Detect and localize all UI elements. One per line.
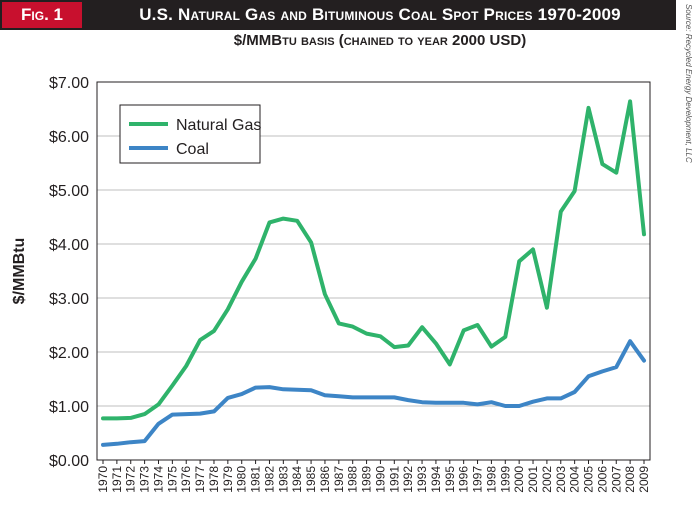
x-tick-label: 2002	[540, 466, 554, 493]
y-tick-label: $4.00	[49, 237, 89, 254]
figure-banner: Fig. 1 U.S. Natural Gas and Bituminous C…	[0, 0, 676, 30]
x-tick-label: 1999	[498, 466, 512, 493]
y-tick-label: $7.00	[49, 75, 89, 92]
x-tick-label: 2001	[526, 466, 540, 493]
x-tick-label: 1985	[304, 466, 318, 493]
y-tick-label: $2.00	[49, 345, 89, 362]
x-tick-label: 1980	[235, 466, 249, 493]
legend-box	[119, 104, 261, 164]
x-tick-label: 2004	[568, 466, 582, 493]
legend: Natural Gas Coal	[119, 104, 261, 164]
x-tick-label: 1979	[221, 466, 235, 493]
x-tick-label: 1972	[124, 466, 138, 493]
figure-label: Fig. 1	[2, 2, 82, 28]
x-tick-label: 1995	[443, 466, 457, 493]
coal-line	[101, 339, 646, 447]
legend-label-natural-gas: Natural Gas	[176, 117, 261, 134]
chart-title: U.S. Natural Gas and Bituminous Coal Spo…	[139, 5, 621, 24]
x-tick-label: 2005	[582, 466, 596, 493]
x-tick-label: 1993	[415, 466, 429, 493]
x-tick-label: 2007	[609, 466, 623, 493]
x-tick-label: 1988	[346, 466, 360, 493]
x-tick-label: 1974	[151, 466, 165, 493]
x-tick-label: 1992	[401, 466, 415, 493]
x-tick-label: 1986	[318, 466, 332, 493]
x-tick-label: 1975	[165, 466, 179, 493]
x-tick-label: 1973	[138, 466, 152, 493]
x-tick-label: 1991	[387, 466, 401, 493]
x-tick-label: 1996	[457, 466, 471, 493]
x-tick-label: 1981	[249, 466, 263, 493]
y-tick-label: $6.00	[49, 129, 89, 146]
y-axis: $0.00 $1.00 $2.00 $3.00 $4.00 $5.00 $6.00 $7.00	[49, 75, 89, 470]
x-tick-label: 1997	[471, 466, 485, 493]
x-tick-label: 1987	[332, 466, 346, 493]
y-tick-label: $0.00	[49, 453, 89, 470]
x-tick-label: 2009	[637, 466, 651, 493]
chart-subtitle: $/MMBtu basis (chained to year 2000 USD)	[233, 32, 527, 49]
x-tick-label: 1990	[373, 466, 387, 493]
natural-gas-line	[101, 99, 646, 421]
x-tick-label: 1970	[96, 466, 110, 493]
x-tick-label: 1989	[360, 466, 374, 493]
x-tick-label: 1982	[262, 466, 276, 493]
legend-label-coal: Coal	[176, 141, 209, 158]
x-tick-label: 1998	[484, 466, 498, 493]
x-tick-label: 1978	[207, 466, 221, 493]
x-tick-label: 1983	[276, 466, 290, 493]
x-tick-label: 1971	[110, 466, 124, 493]
x-tick-label: 2006	[595, 466, 609, 493]
x-tick-label: 1977	[193, 466, 207, 493]
y-tick-label: $5.00	[49, 183, 89, 200]
y-tick-label: $3.00	[49, 291, 89, 308]
x-tick-label: 1976	[179, 466, 193, 493]
y-tick-label: $1.00	[49, 399, 89, 416]
series-lines	[101, 99, 646, 447]
x-tick-label: 1994	[429, 466, 443, 493]
plot-frame	[96, 81, 651, 461]
x-tick-label: 2000	[512, 466, 526, 493]
x-tick-label: 2008	[623, 466, 637, 493]
x-tick-label: 2003	[554, 466, 568, 493]
y-axis-label: $/MMBtu	[11, 238, 28, 305]
x-tick-label: 1984	[290, 466, 304, 493]
x-axis: 1970 1971 1972 1973 1974 1975 1976 1977 1978 1979…	[96, 460, 651, 493]
